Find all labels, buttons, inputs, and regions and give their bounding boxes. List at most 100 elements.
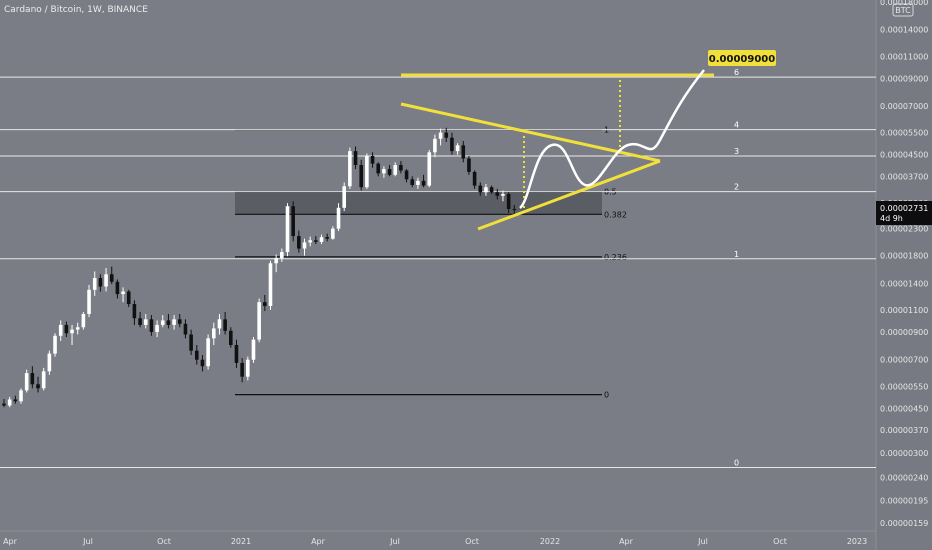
candle-body [160,320,165,325]
currency-badge: BTC [892,3,914,17]
candle-body [189,334,193,351]
y-tick-label: 0.00000195 [880,497,928,506]
candle-body [36,384,40,389]
symbol-title: Cardano / Bitcoin, 1W, BINANCE [4,5,148,15]
candle-body [359,164,364,188]
candle-body [53,335,57,354]
candle-body [41,371,46,389]
candle-body [399,164,403,171]
currency-badge-label: BTC [895,6,911,15]
candle-body [376,163,381,174]
candle-body [404,170,409,180]
candle-body [24,373,29,391]
candle-body [240,362,244,377]
candle-body [19,390,23,402]
candle-body [70,329,74,334]
candle-body [455,145,460,152]
candle-body [274,258,278,264]
candle-body [291,206,295,237]
candle-body [382,169,386,174]
candle-body [217,319,222,329]
fib-label: 0.382 [604,210,627,219]
candle-body [58,324,63,336]
y-tick-label: 0.00000240 [880,474,928,483]
candle-body [183,323,188,335]
candle-body [2,403,6,406]
candle-body [433,138,437,153]
candle-body [421,180,426,186]
candle-body [489,187,494,193]
y-tick-label: 0.00009000 [880,74,928,83]
candle-body [461,145,466,159]
fib-label: 0.236 [604,253,627,262]
candle-body [336,207,341,229]
candle-body [331,228,335,239]
candle-body [297,236,301,249]
time-axis-ticks: Apr Jul Oct 2021 Apr Jul Oct 2022 Apr Jul Oct 2023 [3,537,867,546]
level-label: 4 [734,121,739,130]
candle-body [501,194,505,196]
candle-body [427,152,432,186]
x-tick-label: Oct [773,537,787,546]
candle-body [319,237,324,242]
candle-body [478,185,483,193]
candle-body [246,359,250,377]
candle-body [387,169,392,175]
candle-body [302,242,307,249]
candle-body [416,180,420,185]
target-label: 0.00009000 [709,54,775,65]
candle-body [325,237,329,239]
candle-body [109,274,114,282]
candle-body [166,320,171,325]
x-tick-label: Apr [311,537,326,546]
candle-body [495,192,500,196]
candle-body [155,324,159,333]
candle-body [149,319,154,333]
candles [2,127,517,408]
candle-body [223,319,227,331]
candle-body [370,155,375,164]
candle-body [75,327,80,330]
candle-body [121,291,125,295]
candle-body [410,179,415,185]
candle-body [263,302,267,306]
y-tick-label: 0.00001800 [880,252,928,261]
candle-body [92,277,97,290]
candle-body [467,158,471,172]
candle-body [314,240,318,242]
candle-body [365,155,369,188]
projection-path [519,69,705,209]
candle-body [98,277,103,287]
candle-body [234,345,239,363]
level-label: 3 [734,147,739,156]
current-price: 0.00002731 [880,204,928,213]
candle-body [251,339,256,360]
candle-body [211,328,216,339]
x-tick-label: Oct [157,537,171,546]
y-tick-label: 0.00002300 [880,225,928,234]
y-tick-label: 0.00000370 [880,426,928,435]
y-tick-label: 0.00000700 [880,356,928,365]
candle-body [172,319,176,325]
candle-body [450,137,454,152]
candle-body [472,171,477,186]
x-tick-label: Jul [82,537,93,546]
fib-label: 0 [604,391,609,400]
level-label: 2 [734,183,739,192]
candle-body [87,289,91,315]
candle-body [13,399,18,402]
horizontal-levels: 6 4 3 2 1 0 [0,68,876,469]
y-tick-label: 0.00011000 [880,52,928,61]
candle-body [444,132,449,138]
candle-body [484,187,488,193]
candle-body [47,353,52,372]
price-axis-ticks: 0.000180000.000140000.000110000.00009000… [880,0,928,528]
candle-body [348,151,352,187]
candle-body [138,318,142,325]
y-tick-label: 0.00005500 [880,129,928,138]
candle-body [143,319,148,325]
candle-body [7,399,12,406]
candle-body [206,338,210,367]
